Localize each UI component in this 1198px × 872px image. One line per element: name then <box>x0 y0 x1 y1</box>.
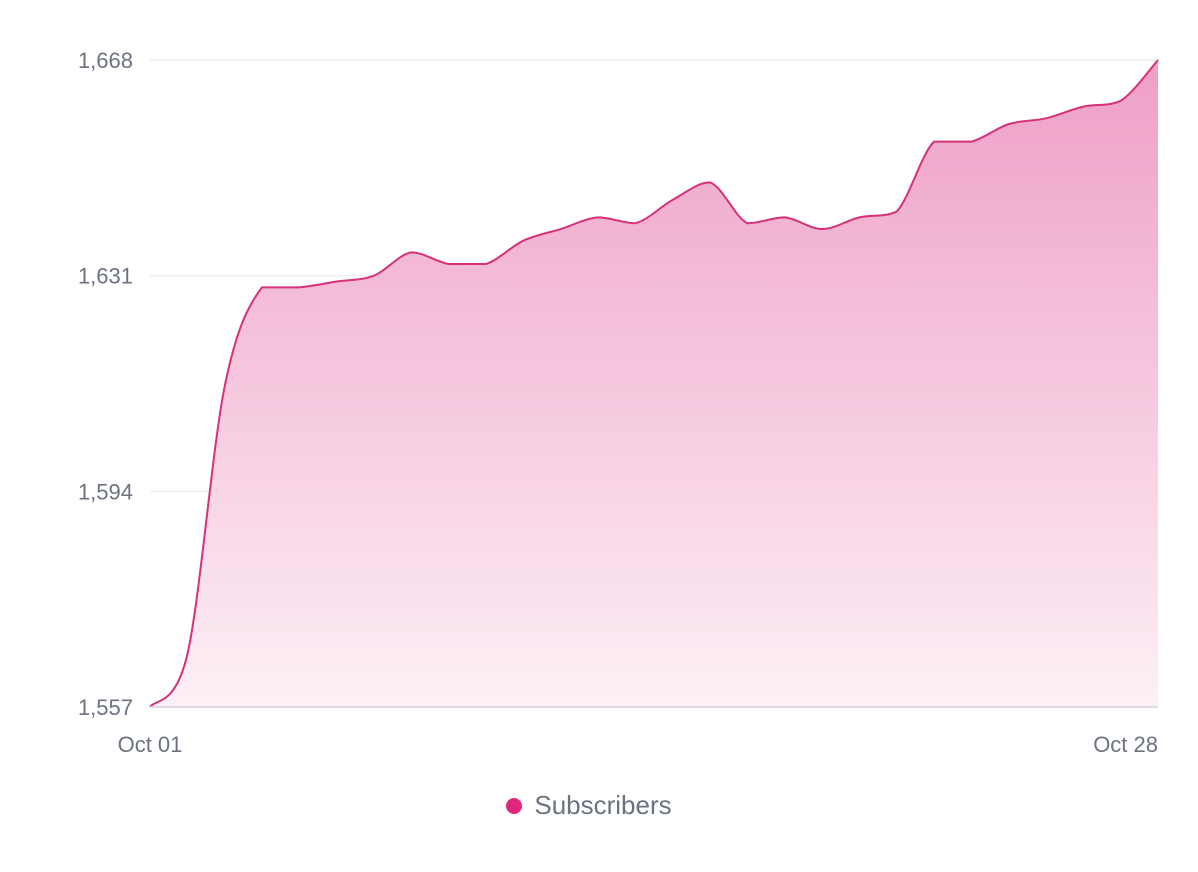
x-tick-label: Oct 28 <box>1093 732 1158 757</box>
x-tick-label: Oct 01 <box>118 732 183 757</box>
series-area-subscribers <box>150 60 1158 707</box>
legend-marker <box>506 797 523 814</box>
legend[interactable]: Subscribers <box>0 790 1188 821</box>
x-axis-ticks: Oct 01 Oct 28 <box>118 732 1158 757</box>
legend-label-subscribers: Subscribers <box>534 790 672 820</box>
y-tick-label: 1,668 <box>78 48 133 73</box>
y-tick-label: 1,594 <box>78 479 133 504</box>
y-tick-label: 1,631 <box>78 264 133 289</box>
y-axis-ticks: 1,557 1,594 1,631 1,668 <box>78 48 133 720</box>
y-tick-label: 1,557 <box>78 695 133 720</box>
series-line-subscribers <box>149 59 1159 708</box>
